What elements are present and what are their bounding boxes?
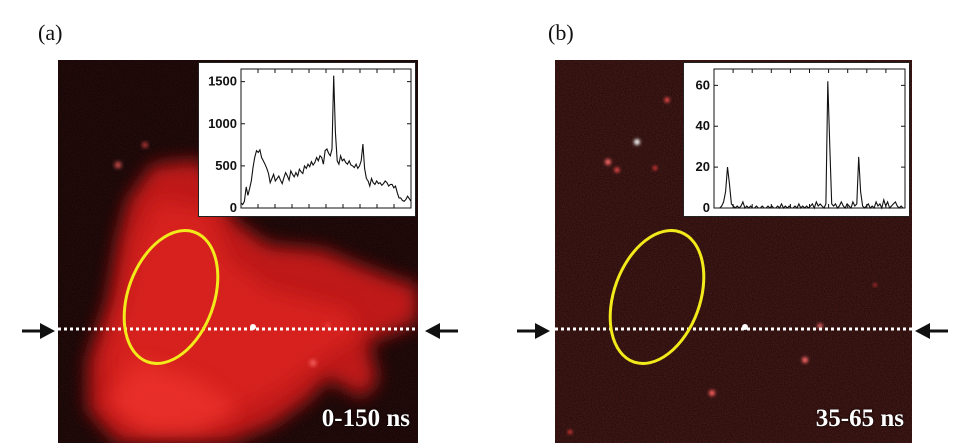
y-tick-label: 0	[703, 200, 710, 215]
profile-chart-b: 0 20 40 60	[696, 68, 906, 215]
y-tick-label: 1500	[208, 74, 237, 89]
y-tick-label: 40	[696, 118, 710, 133]
y-tick-label: 500	[215, 158, 237, 173]
profile-series-line	[240, 75, 412, 206]
plot-frame	[713, 68, 906, 209]
panel-b-image: 0 20 40 60 35-65 ns	[555, 60, 912, 443]
bright-spots-b	[568, 97, 877, 434]
roi-ellipse-a	[122, 229, 220, 365]
panel-a-image: 0 500 1000 1500 0-150 ns	[58, 60, 418, 443]
y-tick-label: 60	[696, 77, 710, 92]
arrow-left-icon	[915, 323, 948, 339]
panel-b-label: (b)	[548, 20, 574, 45]
arrow-left-icon	[425, 323, 458, 339]
bright-spots-a	[115, 142, 330, 366]
profile-inset-a: 0 500 1000 1500	[198, 62, 416, 217]
panel-a-label: (a)	[38, 20, 63, 45]
time-window-label-b: 35-65 ns	[815, 405, 904, 432]
profile-inset-b: 0 20 40 60	[683, 62, 910, 217]
y-tick-label: 1000	[208, 116, 237, 131]
profile-chart-a: 0 500 1000 1500	[208, 68, 412, 215]
arrow-right-icon	[22, 323, 55, 339]
y-tick-label: 0	[230, 200, 237, 215]
y-tick-label: 20	[696, 159, 710, 174]
arrow-right-icon	[517, 323, 550, 339]
plot-frame	[240, 68, 412, 209]
roi-ellipse-b	[608, 229, 706, 365]
profile-series-line	[714, 81, 905, 210]
time-window-label-a: 0-150 ns	[321, 405, 410, 432]
